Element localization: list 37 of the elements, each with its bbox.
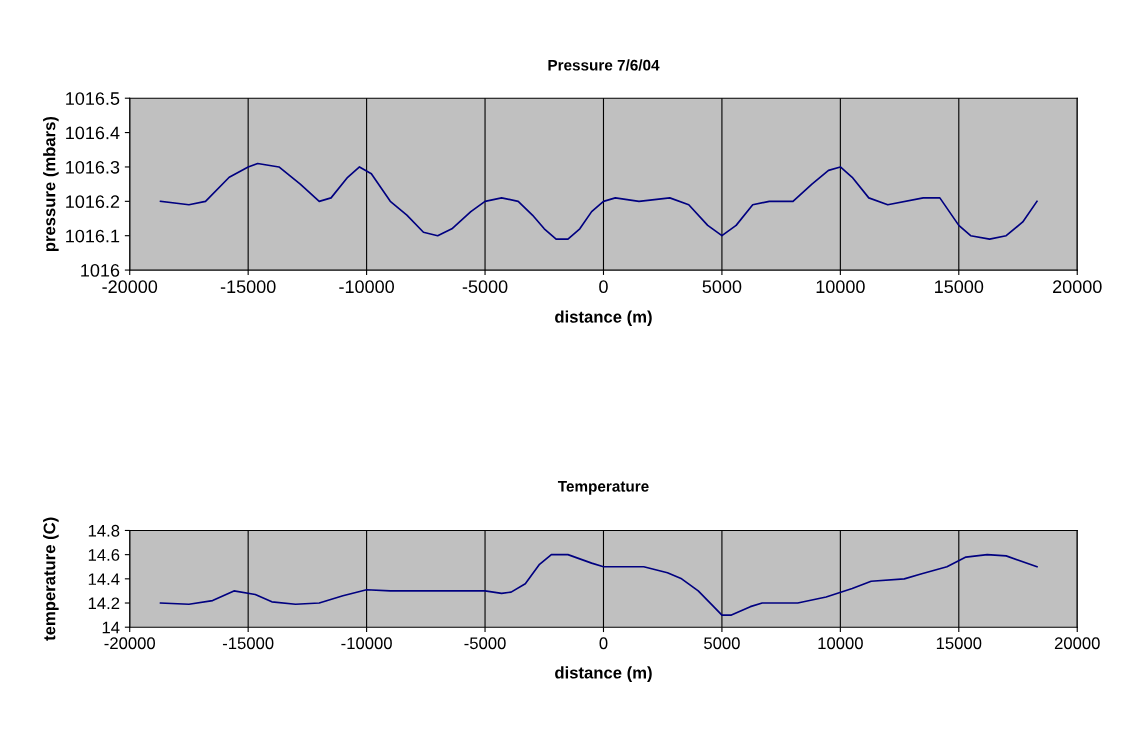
x-tick-label: 10000	[816, 280, 865, 294]
y-tick-label: 1016.4	[66, 126, 120, 140]
x-tick-label: -10000	[339, 280, 395, 294]
y-tick-label: 1016.2	[66, 195, 120, 209]
x-tick-label: 5000	[702, 280, 742, 294]
y-axis-title: temperature (C)	[43, 517, 59, 641]
x-tick-label: -20000	[102, 280, 158, 294]
x-tick-label: 10000	[818, 637, 863, 650]
y-tick-label: 14	[102, 621, 120, 634]
y-tick-label: 1016	[81, 264, 120, 277]
y-tick-label: 1016.1	[66, 229, 120, 243]
x-axis-title: distance (m)	[555, 666, 652, 682]
x-tick-label: 5000	[704, 637, 740, 650]
chart-title: Temperature	[557, 481, 649, 495]
x-tick-label: 20000	[1053, 280, 1102, 294]
line-series	[159, 162, 1038, 240]
x-tick-label: -15000	[222, 637, 274, 650]
x-tick-label: -15000	[220, 280, 276, 294]
y-tick-label: 14.8	[88, 524, 120, 537]
y-tick-label: 14.2	[88, 597, 120, 610]
x-tick-label: -5000	[462, 280, 508, 294]
x-tick-label: -20000	[104, 637, 156, 650]
x-tick-label: 15000	[935, 280, 984, 294]
x-tick-label: -10000	[341, 637, 392, 650]
x-tick-label: -5000	[464, 637, 506, 650]
y-tick-label: 14.4	[88, 573, 120, 585]
y-tick-label: 1016.3	[66, 160, 120, 174]
y-tick-label: 1016.5	[66, 92, 120, 105]
line-series	[159, 553, 1038, 616]
x-tick-label: 20000	[1054, 637, 1100, 650]
chart-title: Pressure 7/6/04	[548, 59, 660, 71]
x-tick-label: 0	[599, 637, 608, 650]
x-axis-title: distance (m)	[555, 310, 652, 327]
y-axis-title: pressure (mbars)	[43, 116, 59, 252]
x-tick-label: 0	[599, 280, 608, 294]
y-tick-label: 14.6	[88, 549, 120, 561]
x-tick-label: 15000	[936, 637, 982, 650]
